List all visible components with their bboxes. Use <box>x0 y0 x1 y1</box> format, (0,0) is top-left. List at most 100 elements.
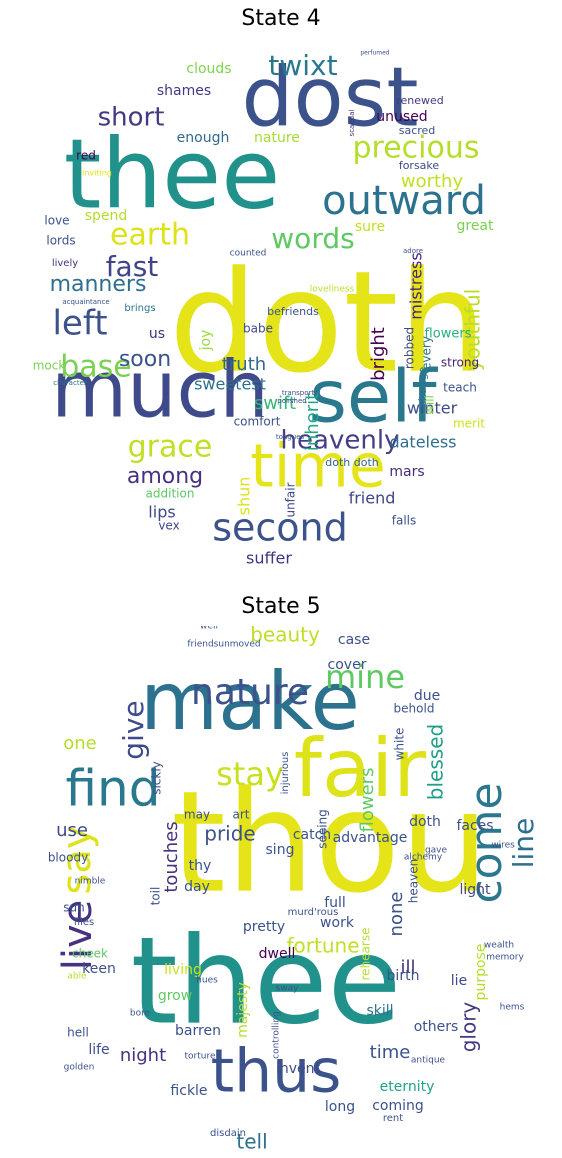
word-perfumed: perfumed <box>360 50 389 57</box>
word-cheek: cheek <box>72 947 108 961</box>
word-stay: stay <box>216 755 284 793</box>
word-birth: birth <box>387 968 420 984</box>
word-falls: falls <box>392 514 417 528</box>
word-wires: wires <box>491 841 515 851</box>
word-behold: behold <box>394 702 435 716</box>
word-doth-doth: doth doth <box>325 456 379 469</box>
word-catch: catch <box>293 827 331 843</box>
word-disdain: disdain <box>210 1128 246 1139</box>
word-short: short <box>98 103 165 133</box>
word-merit: merit <box>453 417 485 431</box>
word-well: well <box>200 626 218 632</box>
word-cover: cover <box>328 657 367 673</box>
word-glory: glory <box>457 1002 481 1053</box>
word-loveliness: loveliness <box>310 285 355 295</box>
word-day: day <box>184 879 210 895</box>
word-us: us <box>149 326 165 342</box>
word-robbed: robbed <box>403 327 417 369</box>
word-injurious: injurious <box>280 752 291 795</box>
word-shames: shames <box>157 83 211 99</box>
word-faces: faces <box>456 818 493 834</box>
word-spend: spend <box>85 208 128 224</box>
word-tongues: tongues <box>276 433 305 441</box>
word-touches: touches <box>161 821 182 892</box>
word-sun: sun <box>63 901 84 915</box>
word-adore: adore <box>403 247 423 255</box>
word-bright: bright <box>368 327 389 381</box>
word-controlling: controlling <box>272 1011 282 1059</box>
word-joy: joy <box>198 330 214 352</box>
word-worthy: worthy <box>401 171 464 192</box>
word-thou: thou <box>171 762 489 925</box>
word-scandal: scandal <box>348 109 356 136</box>
word-shun: shun <box>235 477 254 516</box>
word-nature: nature <box>191 672 309 713</box>
word-lie: lie <box>451 973 467 989</box>
word-fast: fast <box>106 250 159 283</box>
word-sure: sure <box>355 219 385 235</box>
word-left: left <box>52 304 107 344</box>
word-majesty: majesty <box>235 982 251 1038</box>
word-gave: gave <box>425 846 448 856</box>
word-case: case <box>338 632 370 648</box>
word-line: line <box>507 818 540 869</box>
word-beauty: beauty <box>250 626 320 647</box>
word-brings: brings <box>124 303 155 314</box>
word-sickly: sickly <box>150 761 164 795</box>
word-clouds: clouds <box>186 61 231 77</box>
word-fickle: fickle <box>170 1083 207 1099</box>
word-bore: bore <box>130 1009 151 1019</box>
word-flowers: flowers <box>357 768 378 833</box>
word-renewed: renewed <box>396 94 444 107</box>
word-ill: ill <box>400 957 415 978</box>
word-dateless: dateless <box>389 433 456 452</box>
word-change: change <box>416 367 429 408</box>
word-thee: thee <box>131 913 402 1052</box>
word-torture: torture <box>184 1052 215 1062</box>
word-flies: flies <box>74 917 94 928</box>
word-addition: addition <box>146 487 195 501</box>
word-advantage: advantage <box>333 830 408 846</box>
word-mine: mine <box>325 658 405 696</box>
word-long: long <box>325 1099 355 1115</box>
word-outward: outward <box>322 178 486 224</box>
word-base: base <box>60 350 132 385</box>
word-mock: mock <box>33 359 66 373</box>
word-pride: pride <box>204 822 255 846</box>
word-sway: sway <box>276 984 300 994</box>
word-bloody: bloody <box>48 851 88 865</box>
word-much: much <box>51 345 269 435</box>
word-unfair: unfair <box>284 482 298 517</box>
word-comfort: comfort <box>234 415 281 429</box>
word-swift: swift <box>254 393 296 414</box>
word-say: say <box>54 825 100 894</box>
word-love: love <box>44 214 69 228</box>
word-give: give <box>117 700 150 759</box>
word-thee: thee <box>64 118 281 230</box>
word-light: light <box>459 882 491 898</box>
word-second: second <box>212 506 348 550</box>
word-none: none <box>386 892 407 937</box>
word-barren: barren <box>175 1023 221 1039</box>
word-time: time <box>370 1042 411 1063</box>
word-precious: precious <box>352 131 479 166</box>
word-come: come <box>461 782 512 903</box>
word-lords: lords <box>46 234 75 248</box>
word-doth: doth <box>169 242 487 405</box>
word-acquaintance: acquaintance <box>62 298 109 306</box>
word-heaven: heaven <box>407 859 421 903</box>
word-every: every <box>420 336 434 370</box>
word-among: among <box>127 464 203 489</box>
word-words: words <box>271 222 354 255</box>
word-white: white <box>393 728 407 761</box>
word-rehearse: rehearse <box>359 928 373 981</box>
word-red: red <box>76 149 96 163</box>
word-mistress: mistress <box>407 252 426 319</box>
word-strong: strong <box>441 356 479 370</box>
word-transport: transport <box>282 389 315 397</box>
word-toil: toil <box>149 887 163 906</box>
word-invent: invent <box>276 1061 321 1077</box>
word-sing: sing <box>266 842 295 858</box>
